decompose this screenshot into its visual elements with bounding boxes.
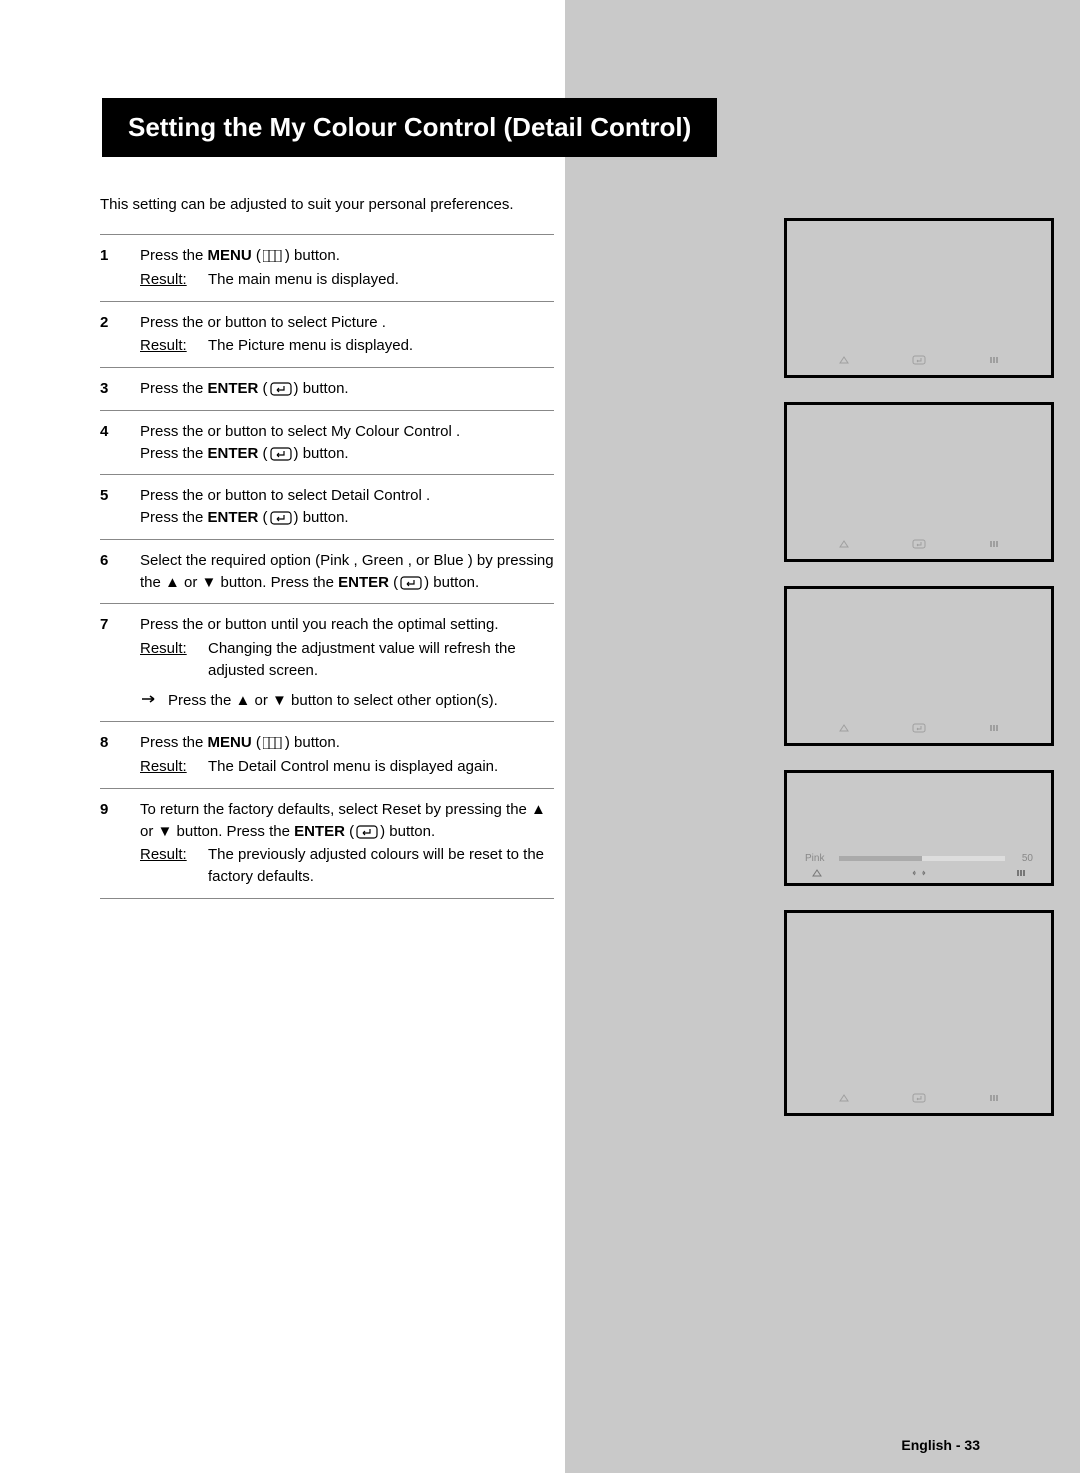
step: 8Press the MENU () button.Result:The Det…: [100, 721, 554, 788]
step-number: 2: [100, 312, 140, 358]
step-body: Press the or button until you reach the …: [140, 614, 554, 711]
return-icon: [1015, 868, 1027, 881]
step-number: 6: [100, 550, 140, 594]
step-body: Select the required option (Pink , Green…: [140, 550, 554, 594]
step: 4Press the or button to select My Colour…: [100, 410, 554, 475]
move-icon: [838, 723, 850, 736]
step-number: 9: [100, 799, 140, 888]
return-icon: [988, 355, 1000, 368]
step: 6Select the required option (Pink , Gree…: [100, 539, 554, 604]
result-row: Result:The Picture menu is displayed.: [140, 335, 554, 357]
step-number: 5: [100, 485, 140, 529]
move-icon: [838, 355, 850, 368]
slider-label: Pink: [805, 853, 831, 864]
step-line: Press the ENTER () button.: [140, 507, 554, 529]
result-text: The previously adjusted colours will be …: [208, 844, 554, 888]
step-number: 4: [100, 421, 140, 465]
enter-icon: [912, 1093, 926, 1106]
step-line: Select the required option (Pink , Green…: [140, 550, 554, 594]
step-line: Press the or button to select Detail Con…: [140, 485, 554, 507]
step: 1Press the MENU () button.Result:The mai…: [100, 234, 554, 301]
enter-icon: [912, 355, 926, 368]
move-icon: [838, 1093, 850, 1106]
note-row: Press the ▲ or ▼ button to select other …: [140, 690, 554, 712]
adjust-icon: [912, 868, 926, 881]
step-body: Press the ENTER () button.: [140, 378, 554, 400]
step: 7Press the or button until you reach the…: [100, 603, 554, 721]
step-line: Press the or button until you reach the …: [140, 614, 554, 636]
enter-icon: [912, 539, 926, 552]
step-body: Press the or button to select Picture .R…: [140, 312, 554, 358]
step-number: 1: [100, 245, 140, 291]
step-line: To return the factory defaults, select R…: [140, 799, 554, 843]
return-icon: [988, 539, 1000, 552]
result-row: Result:The main menu is displayed.: [140, 269, 554, 291]
step: 5Press the or button to select Detail Co…: [100, 474, 554, 539]
step-number: 3: [100, 378, 140, 400]
return-icon: [988, 1093, 1000, 1106]
result-text: The Detail Control menu is displayed aga…: [208, 756, 554, 778]
result-label: Result:: [140, 756, 208, 778]
page-title-box: Setting the My Colour Control (Detail Co…: [102, 98, 717, 157]
steps-list: 1Press the MENU () button.Result:The mai…: [100, 234, 554, 899]
step: 2Press the or button to select Picture .…: [100, 301, 554, 368]
figure-5: [784, 910, 1054, 1116]
move-icon: [811, 868, 823, 881]
manual-page: Setting the My Colour Control (Detail Co…: [0, 0, 1080, 1473]
step-body: Press the MENU () button.Result:The Deta…: [140, 732, 554, 778]
result-row: Result:The previously adjusted colours w…: [140, 844, 554, 888]
return-icon: [988, 723, 1000, 736]
result-label: Result:: [140, 269, 208, 291]
sidebar-figures: Pink 50: [784, 218, 1054, 1140]
page-lang: English -: [901, 1437, 964, 1453]
result-text: The main menu is displayed.: [208, 269, 554, 291]
step: 9To return the factory defaults, select …: [100, 788, 554, 899]
figure-2: [784, 402, 1054, 562]
page-no: 33: [964, 1437, 980, 1453]
step-line: Press the MENU () button.: [140, 732, 554, 754]
figure-1: [784, 218, 1054, 378]
result-label: Result:: [140, 335, 208, 357]
result-row: Result:The Detail Control menu is displa…: [140, 756, 554, 778]
page-number: English - 33: [901, 1437, 980, 1453]
slider-value: 50: [1013, 853, 1033, 864]
step-line: Press the ENTER () button.: [140, 443, 554, 465]
result-label: Result:: [140, 844, 208, 888]
page-title: Setting the My Colour Control (Detail Co…: [128, 112, 691, 142]
pointer-icon: [140, 690, 168, 712]
result-label: Result:: [140, 638, 208, 682]
result-row: Result:Changing the adjustment value wil…: [140, 638, 554, 682]
step-body: Press the MENU () button.Result:The main…: [140, 245, 554, 291]
enter-icon: [912, 723, 926, 736]
figure-4-slider: Pink 50: [784, 770, 1054, 886]
step-line: Press the or button to select Picture .: [140, 312, 554, 334]
note-text: Press the ▲ or ▼ button to select other …: [168, 690, 498, 712]
result-text: The Picture menu is displayed.: [208, 335, 554, 357]
step-line: Press the MENU () button.: [140, 245, 554, 267]
step-body: To return the factory defaults, select R…: [140, 799, 554, 888]
intro-text: This setting can be adjusted to suit you…: [100, 196, 514, 213]
step-number: 8: [100, 732, 140, 778]
step-body: Press the or button to select Detail Con…: [140, 485, 554, 529]
step: 3Press the ENTER () button.: [100, 367, 554, 410]
step-line: Press the or button to select My Colour …: [140, 421, 554, 443]
move-icon: [838, 539, 850, 552]
step-number: 7: [100, 614, 140, 711]
figure-3: [784, 586, 1054, 746]
slider-bar: [839, 856, 1005, 861]
result-text: Changing the adjustment value will refre…: [208, 638, 554, 682]
step-line: Press the ENTER () button.: [140, 378, 554, 400]
step-body: Press the or button to select My Colour …: [140, 421, 554, 465]
